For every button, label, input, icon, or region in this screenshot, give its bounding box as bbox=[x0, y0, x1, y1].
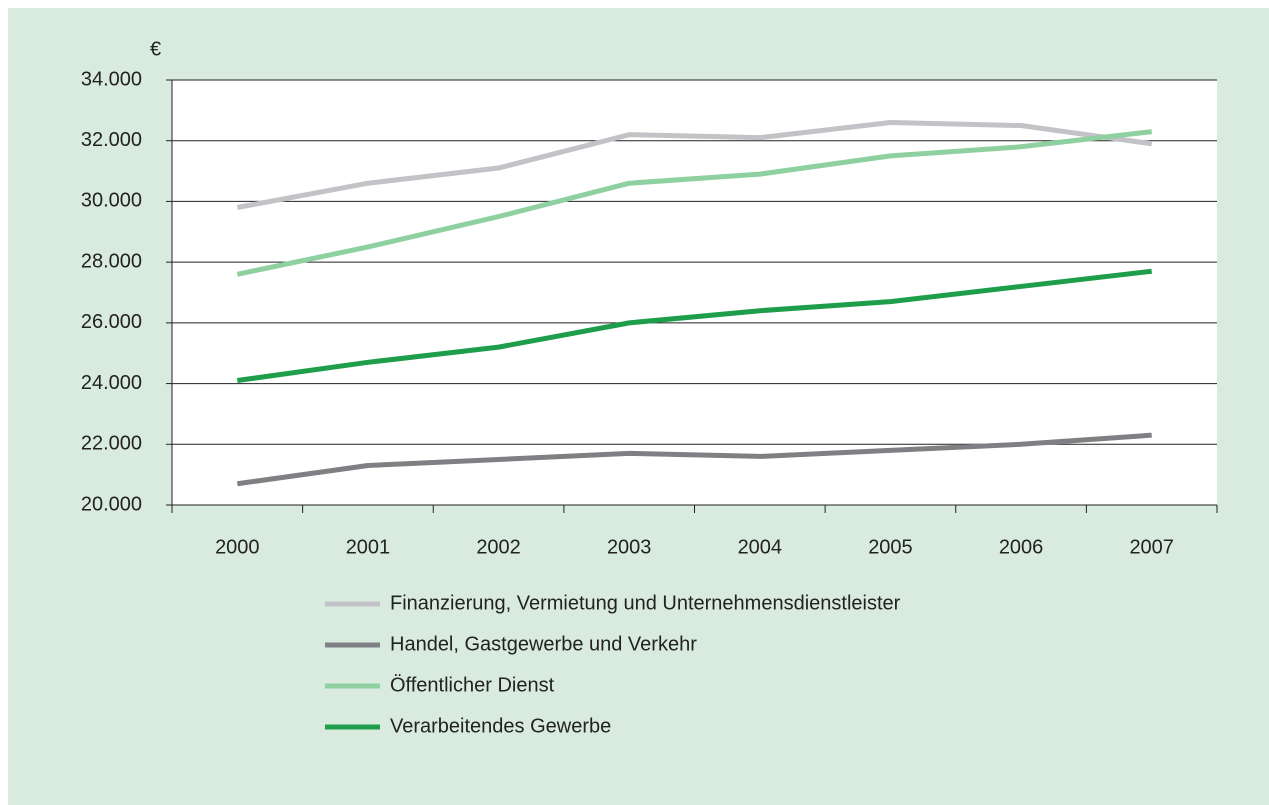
series-line bbox=[236, 120, 1153, 210]
x-tick-label: 2004 bbox=[738, 536, 783, 558]
series-line bbox=[236, 129, 1152, 277]
legend-label: Handel, Gastgewerbe und Verkehr bbox=[390, 633, 697, 655]
series-line bbox=[236, 268, 1152, 384]
x-tick-label: 2002 bbox=[476, 536, 521, 558]
legend-label: Verarbeitendes Gewerbe bbox=[390, 715, 611, 737]
y-tick-label: 34.000 bbox=[81, 68, 142, 90]
y-tick-label: 30.000 bbox=[81, 190, 142, 212]
y-tick-label: 28.000 bbox=[81, 250, 142, 272]
y-tick-label: 22.000 bbox=[81, 433, 142, 455]
x-tick-label: 2001 bbox=[346, 536, 391, 558]
x-tick-label: 2006 bbox=[999, 536, 1044, 558]
x-tick-label: 2007 bbox=[1129, 536, 1174, 558]
y-tick-label: 26.000 bbox=[81, 311, 142, 333]
x-tick-label: 2005 bbox=[868, 536, 913, 558]
legend-label: Öffentlicher Dienst bbox=[390, 674, 555, 696]
plot-area bbox=[172, 80, 1217, 505]
y-tick-label: 20.000 bbox=[81, 493, 142, 515]
y-tick-label: 32.000 bbox=[81, 129, 142, 151]
x-tick-label: 2000 bbox=[215, 536, 260, 558]
y-axis-label: € bbox=[150, 38, 161, 60]
legend-label: Finanzierung, Vermietung und Unternehmen… bbox=[390, 592, 901, 614]
series-line bbox=[236, 432, 1152, 487]
x-tick-label: 2003 bbox=[607, 536, 652, 558]
y-tick-label: 24.000 bbox=[81, 372, 142, 394]
